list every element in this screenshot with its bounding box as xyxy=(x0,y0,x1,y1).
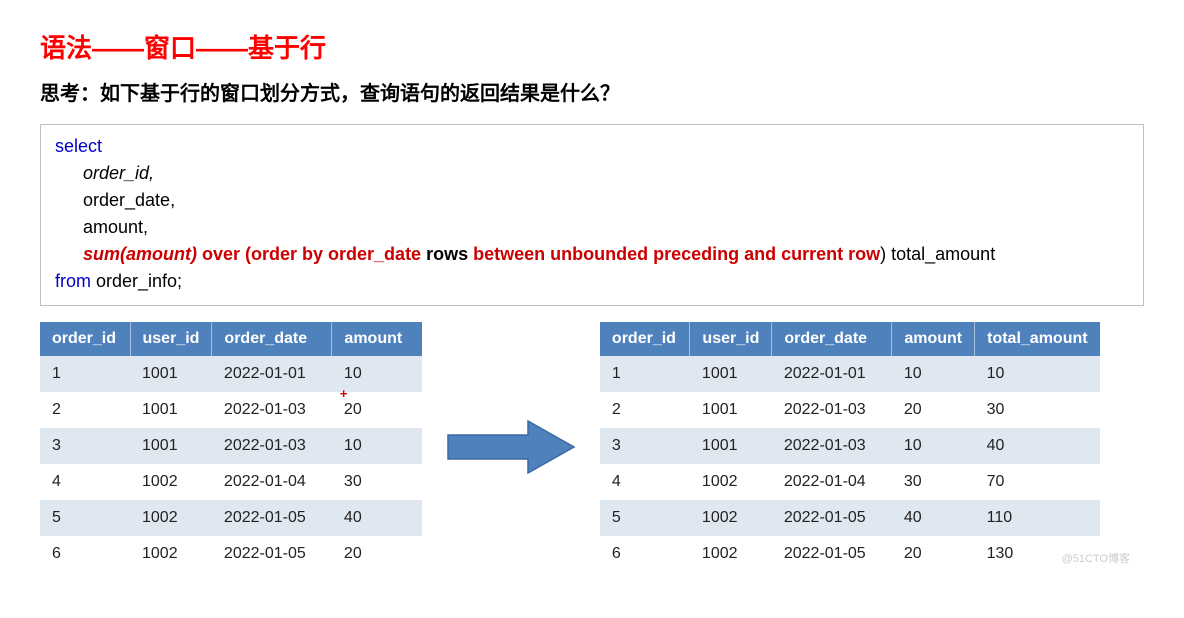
table-row: 510022022-01-0540 xyxy=(40,500,422,536)
kw-from: from xyxy=(55,271,91,291)
table-cell: 70 xyxy=(975,464,1100,500)
table-cell: 10 xyxy=(892,356,975,392)
sql-code-box: select order_id, order_date, amount, sum… xyxy=(40,124,1144,306)
code-col2: order_date, xyxy=(55,187,175,214)
code-col1: order_id, xyxy=(55,160,154,187)
table-cell: 3 xyxy=(40,428,130,464)
table-cell: 1001 xyxy=(690,356,772,392)
code-func: sum(amount) xyxy=(83,244,197,264)
table-cell: 40 xyxy=(892,500,975,536)
code-rows: rows xyxy=(426,244,468,264)
table-cell: 20 xyxy=(332,536,422,572)
table-cell: 2 xyxy=(600,392,690,428)
table-cell: 2022-01-03 xyxy=(772,392,892,428)
table-cell: 2022-01-03 xyxy=(212,392,332,428)
table-cell: 6 xyxy=(40,536,130,572)
table-row: 410022022-01-0430 xyxy=(40,464,422,500)
table-cell: 40 xyxy=(975,428,1100,464)
table-cell: 1002 xyxy=(130,536,212,572)
table-row: 310012022-01-0310 xyxy=(40,428,422,464)
table-cell: 2022-01-05 xyxy=(212,536,332,572)
column-header: total_amount xyxy=(975,322,1100,356)
column-header: order_date xyxy=(212,322,332,356)
column-header: user_id xyxy=(690,322,772,356)
code-between: between unbounded preceding and current … xyxy=(468,244,880,264)
table-cell: 2022-01-01 xyxy=(212,356,332,392)
kw-select: select xyxy=(55,136,102,156)
code-table: order_info; xyxy=(91,271,182,291)
table-cell: 30 xyxy=(975,392,1100,428)
table-cell: 5 xyxy=(600,500,690,536)
table-row: 110012022-01-0110 xyxy=(40,356,422,392)
table-cell: 1001 xyxy=(130,392,212,428)
table-cell: 1002 xyxy=(130,500,212,536)
watermark-text: @51CTO博客 xyxy=(1062,550,1130,566)
table-cell: 1 xyxy=(40,356,130,392)
table-cell: 1001 xyxy=(130,356,212,392)
table-cell: 2022-01-01 xyxy=(772,356,892,392)
code-col3: amount, xyxy=(55,214,148,241)
page-subtitle: 思考：如下基于行的窗口划分方式，查询语句的返回结果是什么？ xyxy=(40,77,1144,106)
table-cell: 2022-01-03 xyxy=(772,428,892,464)
table-row: 610022022-01-0520130 xyxy=(600,536,1100,572)
table-cell: 1 xyxy=(600,356,690,392)
table-row: 110012022-01-011010 xyxy=(600,356,1100,392)
table-row: 510022022-01-0540110 xyxy=(600,500,1100,536)
arrow-icon xyxy=(446,419,576,475)
table-row: 210012022-01-032030 xyxy=(600,392,1100,428)
tables-row: order_iduser_idorder_dateamount 11001202… xyxy=(40,322,1144,572)
table-cell: 1001 xyxy=(130,428,212,464)
table-cell: 2022-01-04 xyxy=(212,464,332,500)
table-cell: 10 xyxy=(332,428,422,464)
table-row: 410022022-01-043070 xyxy=(600,464,1100,500)
table-cell: 20 xyxy=(892,536,975,572)
left-table: order_iduser_idorder_dateamount 11001202… xyxy=(40,322,422,572)
table-cell: 4 xyxy=(40,464,130,500)
table-cell: 1002 xyxy=(690,500,772,536)
table-cell: 40 xyxy=(332,500,422,536)
table-cell: 5 xyxy=(40,500,130,536)
table-cell: 30 xyxy=(332,464,422,500)
column-header: order_date xyxy=(772,322,892,356)
table-cell: 6 xyxy=(600,536,690,572)
column-header: user_id xyxy=(130,322,212,356)
table-cell: 1002 xyxy=(690,536,772,572)
table-cell: 2022-01-03 xyxy=(212,428,332,464)
table-cell: 1002 xyxy=(690,464,772,500)
table-cell: 2022-01-05 xyxy=(772,536,892,572)
page-title: 语法——窗口——基于行 xyxy=(40,28,1144,65)
table-cell: 2022-01-04 xyxy=(772,464,892,500)
table-cell: 2022-01-05 xyxy=(212,500,332,536)
table-cell: 1002 xyxy=(130,464,212,500)
column-header: amount xyxy=(332,322,422,356)
code-close: ) total_amount xyxy=(880,244,995,264)
table-cell: 10 xyxy=(892,428,975,464)
table-cell: 3 xyxy=(600,428,690,464)
column-header: amount xyxy=(892,322,975,356)
right-table: order_iduser_idorder_dateamounttotal_amo… xyxy=(600,322,1100,572)
code-over: over (order by order_date xyxy=(197,244,426,264)
table-cell: 20 xyxy=(892,392,975,428)
table-row: 610022022-01-0520 xyxy=(40,536,422,572)
table-row: 310012022-01-031040 xyxy=(600,428,1100,464)
table-cell: 1001 xyxy=(690,428,772,464)
table-cell: 4 xyxy=(600,464,690,500)
table-cell: 1001 xyxy=(690,392,772,428)
column-header: order_id xyxy=(40,322,130,356)
table-cell: 30 xyxy=(892,464,975,500)
table-cell: 10 xyxy=(975,356,1100,392)
table-cell: 2022-01-05 xyxy=(772,500,892,536)
plus-annotation: + xyxy=(340,386,348,401)
table-cell: 2 xyxy=(40,392,130,428)
table-cell: 110 xyxy=(975,500,1100,536)
column-header: order_id xyxy=(600,322,690,356)
table-row: 210012022-01-0320 xyxy=(40,392,422,428)
